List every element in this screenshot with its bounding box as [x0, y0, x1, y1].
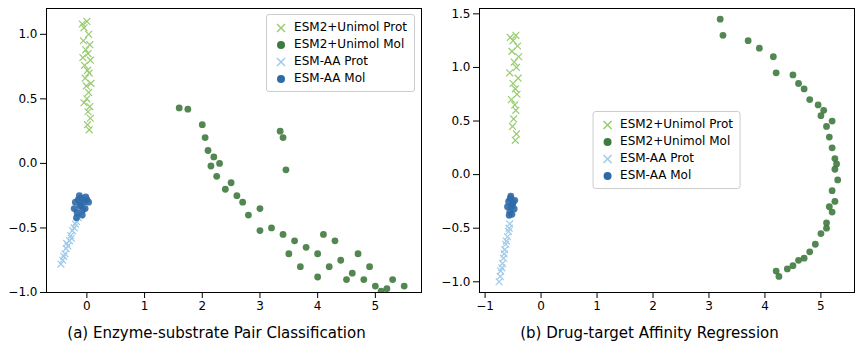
- html-text:(b) Drug-target Affinity Regre: (b) Drug-target Affinity Regression: [520, 324, 779, 342]
- svg-text:−1: −1: [476, 299, 494, 313]
- html-text:ESM-AA Mol: ESM-AA Mol: [294, 71, 366, 85]
- svg-text:1.5: 1.5: [451, 7, 470, 21]
- svg-text:1: 1: [141, 299, 149, 313]
- svg-text:−0.5: −0.5: [441, 221, 470, 235]
- svg-text:0: 0: [83, 299, 91, 313]
- svg-text:−0.5: −0.5: [8, 221, 37, 235]
- svg-text:0.5: 0.5: [451, 114, 470, 128]
- svg-text:1.0: 1.0: [18, 27, 37, 41]
- html-text:(a) Enzyme-substrate Pair Clas: (a) Enzyme-substrate Pair Classification: [67, 324, 366, 342]
- svg-text:−1.0: −1.0: [8, 285, 37, 299]
- svg-text:1: 1: [593, 299, 601, 313]
- html-text:ESM-AA Mol: ESM-AA Mol: [620, 168, 692, 182]
- html-text:ESM-AA Prot: ESM-AA Prot: [294, 54, 368, 68]
- svg-text:0.5: 0.5: [18, 92, 37, 106]
- svg-text:4: 4: [761, 299, 769, 313]
- svg-text:2: 2: [198, 299, 206, 313]
- svg-text:0.0: 0.0: [18, 156, 37, 170]
- svg-text:0: 0: [537, 299, 545, 313]
- svg-text:0.0: 0.0: [451, 167, 470, 181]
- html-text:ESM2+Unimol Mol: ESM2+Unimol Mol: [294, 37, 405, 51]
- svg-text:4: 4: [314, 299, 322, 313]
- svg-text:3: 3: [256, 299, 264, 313]
- svg-text:3: 3: [705, 299, 713, 313]
- svg-text:5: 5: [817, 299, 825, 313]
- html-text:ESM-AA Prot: ESM-AA Prot: [620, 151, 694, 165]
- html-text:ESM2+Unimol Mol: ESM2+Unimol Mol: [620, 134, 731, 148]
- html-text:ESM2+Unimol Prot: ESM2+Unimol Prot: [294, 20, 407, 34]
- svg-text:−1.0: −1.0: [441, 275, 470, 289]
- svg-text:1.0: 1.0: [451, 60, 470, 74]
- svg-text:5: 5: [372, 299, 380, 313]
- svg-text:2: 2: [649, 299, 657, 313]
- html-text:ESM2+Unimol Prot: ESM2+Unimol Prot: [620, 117, 733, 131]
